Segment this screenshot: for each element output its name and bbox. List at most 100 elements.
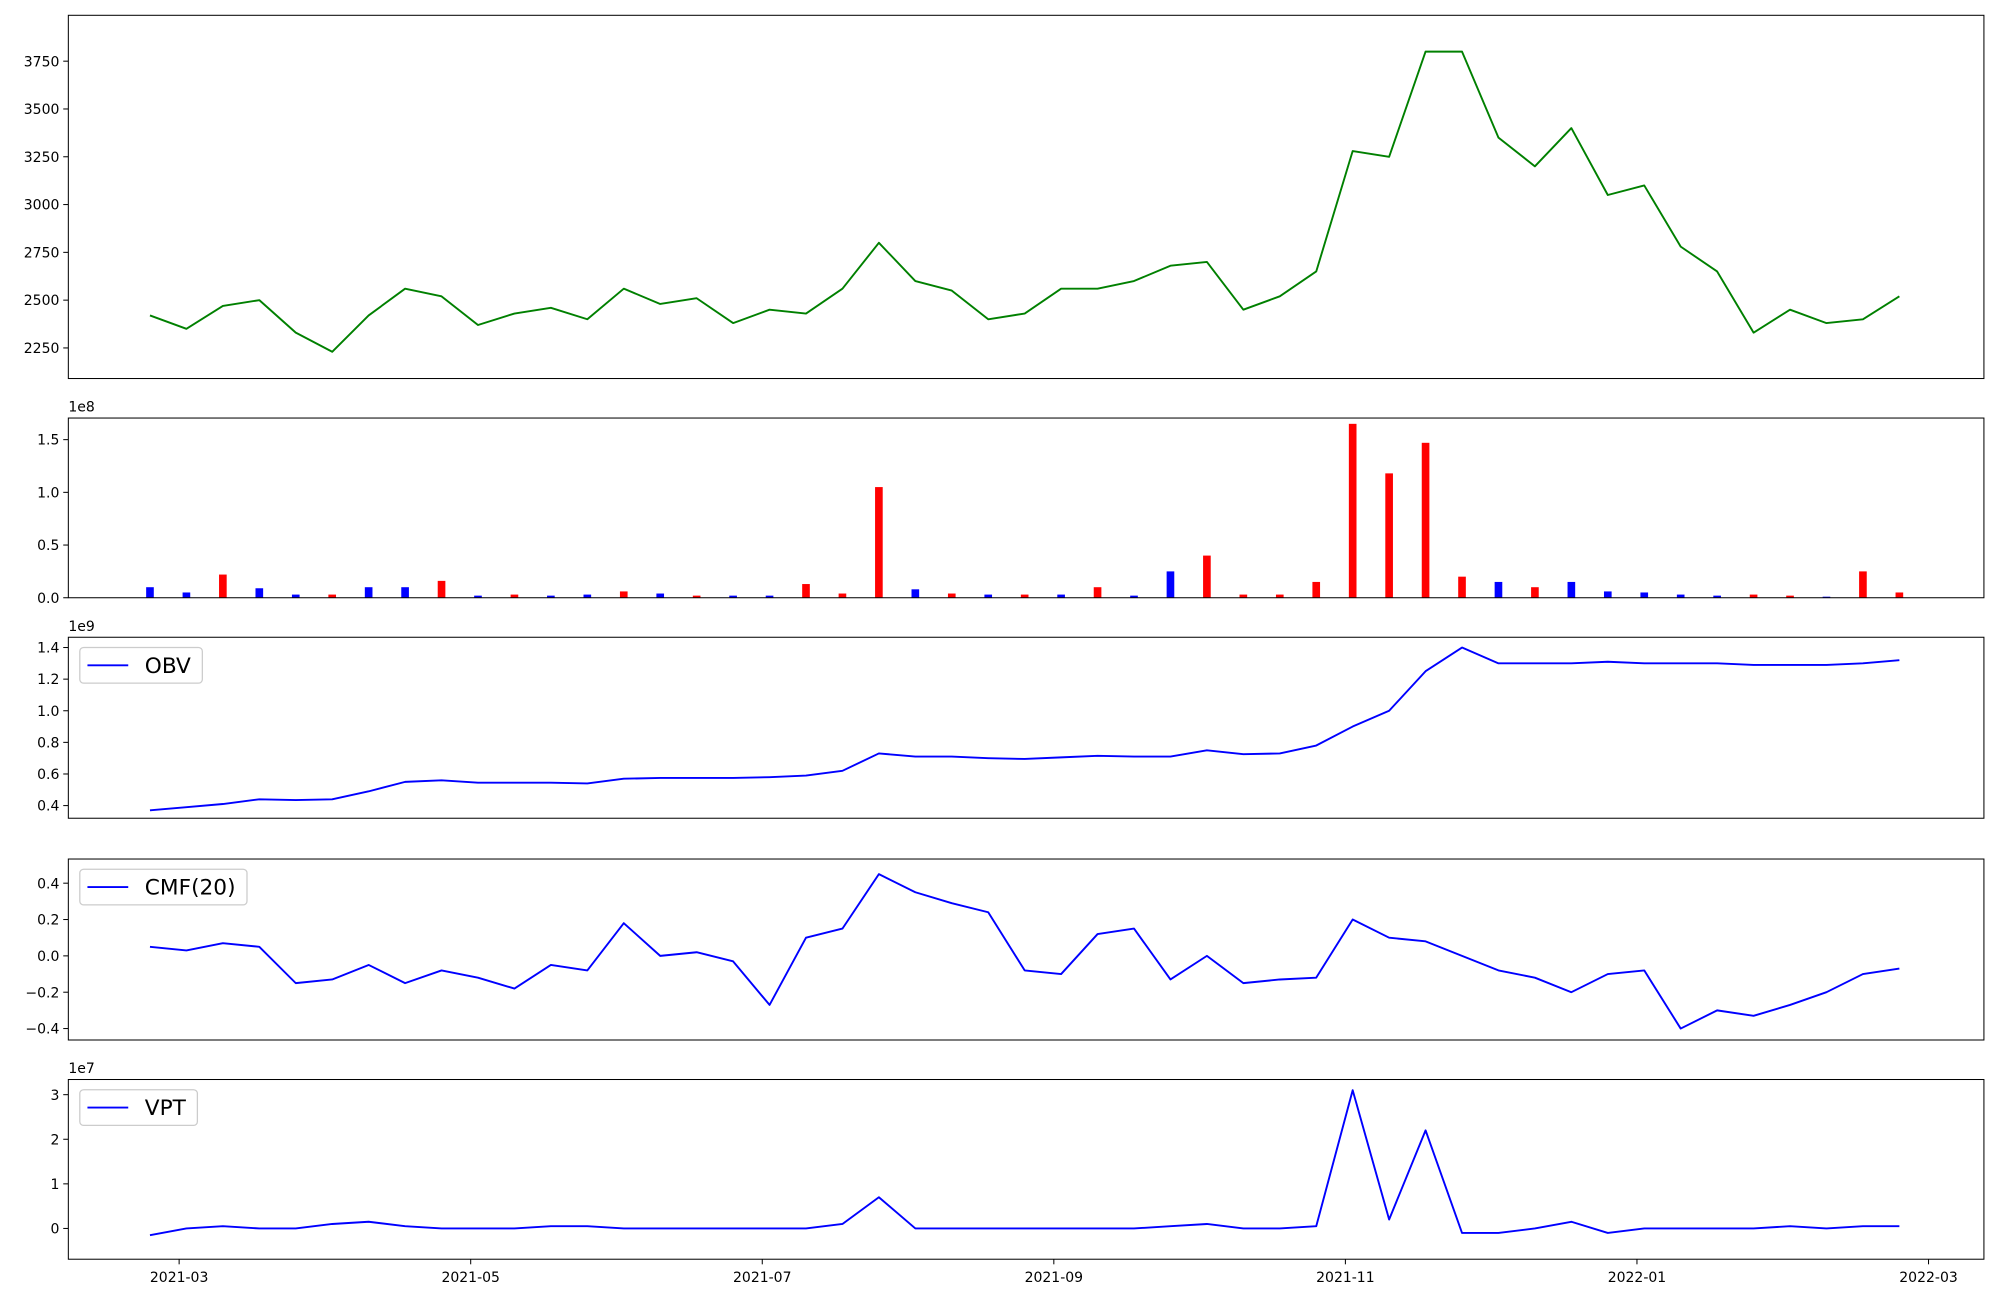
axes-frame	[67, 858, 1985, 1041]
bar	[838, 593, 847, 598]
bar	[1348, 423, 1357, 598]
bar	[1603, 591, 1612, 598]
y-tick-label: 2250	[24, 341, 60, 357]
y-tick-label: 1.4	[37, 641, 59, 657]
axes-frame	[67, 1079, 1985, 1260]
bar	[619, 591, 628, 598]
bar	[1093, 587, 1102, 598]
bar	[1567, 581, 1576, 598]
subplot: 0.0 0.5 1.0 1.5 1e8	[37, 400, 1985, 607]
subplot: 0 1 2 3 2021-03 2021-05 2021-07 2021-09 2021-11 2…	[50, 1061, 1985, 1286]
bar	[1458, 576, 1466, 598]
bar	[182, 592, 191, 598]
x-tick-label: 2022-01	[1608, 1270, 1667, 1286]
y-tick-label: 0	[50, 1222, 59, 1238]
bar	[1312, 581, 1321, 598]
axes-frame	[67, 417, 1985, 599]
subplot: 0.4 0.6 0.8 1.0 1.2 1.4 1e9 OBV	[37, 619, 1985, 819]
y-tick-label: 0.5	[37, 538, 59, 554]
bar	[291, 594, 300, 598]
x-tick-label: 2021-09	[1025, 1270, 1084, 1286]
y-tick-label: 0.8	[37, 735, 59, 751]
legend-frame	[79, 868, 248, 906]
y-tick-label: 3	[50, 1088, 59, 1104]
legend: VPT	[79, 1089, 199, 1127]
y-tick-label: 0.0	[37, 591, 59, 607]
x-tick-label: 2021-11	[1316, 1270, 1375, 1286]
bar	[1239, 594, 1248, 598]
bar	[1895, 592, 1904, 598]
line	[149, 873, 1900, 1030]
bar	[802, 584, 810, 598]
bar	[437, 580, 446, 598]
line	[149, 50, 1900, 353]
x-tick-label: 2021-03	[150, 1270, 209, 1286]
x-tick-label: 2021-05	[441, 1270, 500, 1286]
bar	[765, 595, 774, 598]
legend-label: CMF(20)	[145, 876, 236, 901]
x-tick-label: 2022-03	[1899, 1270, 1958, 1286]
y-tick-label: 3500	[24, 102, 60, 118]
bar	[583, 594, 592, 598]
y-tick-label: 2750	[24, 245, 60, 261]
legend: OBV	[79, 646, 203, 684]
y-tick-label: 2	[50, 1132, 59, 1148]
y-tick-label: 2500	[24, 293, 60, 309]
line	[149, 1089, 1900, 1237]
bar	[255, 588, 264, 598]
y-tick-label: 1	[50, 1177, 59, 1193]
legend-label: OBV	[145, 654, 191, 679]
y-tick-label: 0.4	[37, 799, 59, 815]
bar	[1275, 594, 1284, 598]
bar	[1494, 581, 1503, 598]
y-tick-label: 1.0	[37, 704, 59, 720]
bar	[1166, 571, 1175, 598]
y-tick-label: 0.6	[37, 767, 59, 783]
bar	[729, 595, 737, 598]
y-tick-label: 3750	[24, 54, 60, 70]
y-tick-label: 0.0	[37, 949, 59, 965]
bar	[1421, 442, 1430, 598]
bar	[1786, 595, 1794, 598]
bar	[1531, 587, 1539, 598]
bar	[1057, 594, 1065, 598]
bar	[146, 587, 154, 598]
axes-frame	[67, 14, 1985, 380]
bar	[947, 593, 956, 598]
y-tick-label: −0.4	[25, 1022, 59, 1038]
bar	[1749, 594, 1758, 598]
y-tick-label: 1.2	[37, 672, 59, 688]
bar	[692, 595, 701, 598]
bar	[1130, 595, 1138, 598]
bar	[364, 587, 373, 598]
y-tick-label: 0.4	[37, 876, 59, 892]
offset-label: 1e9	[68, 619, 94, 635]
subplot: 2250 2500 2750 3000 3250 3500 3750	[24, 14, 1985, 380]
offset-label: 1e7	[68, 1061, 94, 1077]
y-tick-label: 1.5	[37, 433, 59, 449]
bar	[474, 595, 482, 598]
bar	[984, 594, 993, 598]
bar	[1020, 594, 1029, 598]
bar	[328, 594, 337, 598]
bar	[510, 594, 519, 598]
bar	[1822, 596, 1831, 598]
legend: CMF(20)	[79, 868, 248, 906]
offset-label: 1e8	[68, 400, 94, 416]
bar	[547, 595, 555, 598]
y-tick-label: 3250	[24, 150, 60, 166]
bar	[911, 589, 920, 598]
bar	[1859, 571, 1867, 598]
bar	[875, 487, 883, 598]
axes-frame	[67, 636, 1985, 819]
y-tick-label: −0.2	[25, 985, 59, 1001]
bar	[401, 587, 409, 598]
x-tick-label: 2021-07	[733, 1270, 792, 1286]
bar	[1676, 594, 1685, 598]
bar	[1203, 555, 1211, 598]
bar	[1713, 595, 1721, 598]
legend-label: VPT	[145, 1096, 187, 1121]
bar	[219, 574, 227, 598]
